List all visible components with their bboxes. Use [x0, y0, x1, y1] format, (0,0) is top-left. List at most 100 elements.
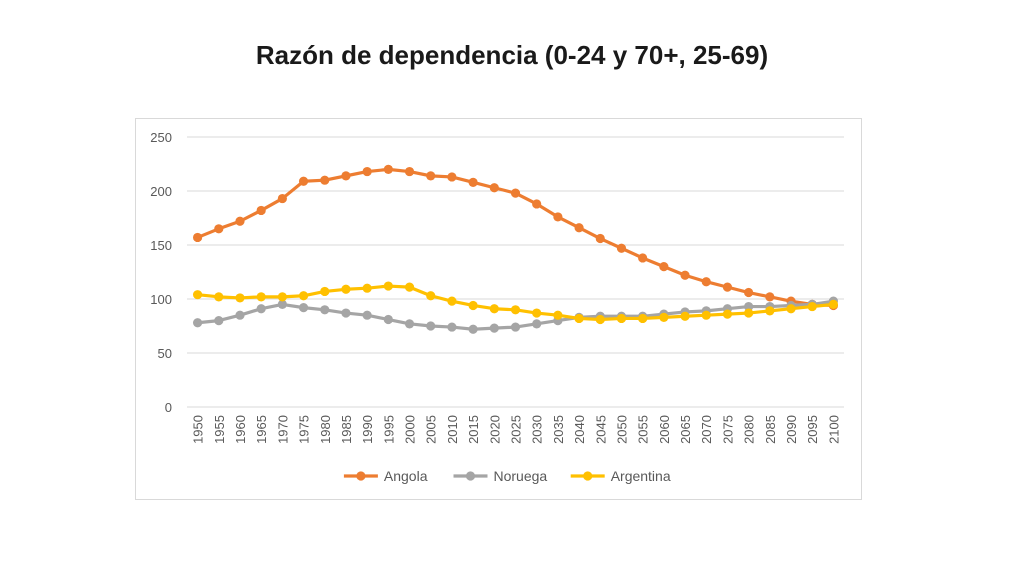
- data-point: [616, 313, 627, 324]
- data-point: [298, 176, 309, 186]
- x-tick-label: 2040: [572, 415, 587, 444]
- legend-item-argentina: Argentina: [570, 468, 671, 484]
- data-point: [489, 304, 499, 314]
- data-point: [701, 277, 711, 287]
- data-point: [277, 292, 287, 302]
- data-point: [510, 305, 521, 315]
- data-point: [659, 312, 669, 322]
- data-point: [532, 308, 542, 318]
- data-point: [510, 188, 521, 198]
- data-point: [192, 290, 203, 300]
- data-point: [404, 319, 415, 329]
- data-point: [638, 253, 648, 263]
- data-point: [722, 309, 733, 319]
- data-point: [362, 283, 372, 293]
- data-point: [553, 212, 563, 222]
- data-point: [574, 313, 584, 324]
- x-tick-label: 2005: [424, 415, 439, 444]
- x-tick-label: 2065: [678, 415, 693, 444]
- data-point: [341, 308, 351, 318]
- x-tick-label: 1950: [191, 415, 206, 444]
- x-tick-label: 2010: [445, 415, 460, 444]
- legend-label: Argentina: [611, 468, 671, 484]
- x-tick-label: 2060: [657, 415, 672, 444]
- series-lines: [192, 164, 839, 334]
- x-tick-label: 1955: [212, 415, 227, 444]
- legend-swatch-marker: [583, 471, 593, 481]
- x-tick-label: 1995: [381, 415, 396, 444]
- x-tick-label: 2055: [636, 415, 651, 444]
- legend-item-noruega: Noruega: [453, 468, 547, 484]
- y-tick-label: 50: [158, 346, 172, 361]
- x-tick-label: 1975: [297, 415, 312, 444]
- x-tick-label: 1990: [360, 415, 375, 444]
- data-point: [277, 193, 287, 204]
- legend-swatch-marker: [465, 471, 476, 481]
- x-tick-label: 1970: [275, 415, 290, 444]
- data-point: [320, 175, 330, 185]
- data-point: [235, 293, 245, 303]
- data-point: [320, 305, 330, 315]
- data-point: [744, 308, 754, 318]
- data-point: [404, 166, 415, 177]
- data-point: [489, 183, 499, 193]
- x-tick-label: 2015: [466, 415, 481, 444]
- legend-item-angola: Angola: [343, 468, 428, 484]
- y-axis-ticks: 0 50 100 150 200 250: [150, 130, 172, 415]
- data-point: [192, 318, 203, 328]
- data-point: [765, 306, 775, 316]
- gridlines: [187, 136, 844, 408]
- data-point: [468, 177, 478, 187]
- data-point: [214, 224, 224, 234]
- data-point: [616, 243, 627, 253]
- data-point: [786, 304, 796, 314]
- y-tick-label: 150: [150, 238, 172, 253]
- data-point: [256, 205, 266, 216]
- y-tick-label: 200: [150, 184, 172, 199]
- data-point: [722, 282, 733, 292]
- data-point: [362, 310, 372, 320]
- data-point: [426, 291, 436, 301]
- x-tick-label: 2020: [487, 415, 502, 444]
- x-tick-label: 2025: [509, 415, 524, 444]
- data-point: [256, 304, 266, 314]
- series-noruega: [192, 296, 839, 334]
- data-point: [595, 314, 605, 325]
- y-tick-label: 100: [150, 292, 172, 307]
- y-tick-label: 0: [165, 400, 172, 415]
- x-tick-label: 2085: [763, 415, 778, 444]
- data-point: [235, 216, 245, 226]
- data-point: [553, 310, 563, 320]
- x-tick-label: 1965: [254, 415, 269, 444]
- data-point: [680, 270, 690, 280]
- x-tick-label: 2000: [403, 415, 418, 444]
- data-point: [489, 323, 499, 333]
- data-point: [638, 313, 648, 324]
- data-point: [659, 262, 669, 272]
- data-point: [256, 292, 266, 302]
- data-point: [341, 171, 351, 181]
- data-point: [765, 292, 775, 302]
- series-angola: [192, 164, 839, 311]
- x-tick-label: 2050: [614, 415, 629, 444]
- data-point: [426, 321, 436, 331]
- legend-swatch-marker: [356, 471, 366, 481]
- x-tick-label: 2100: [826, 415, 841, 444]
- series-argentina: [192, 281, 839, 325]
- y-tick-label: 250: [150, 130, 172, 145]
- data-point: [320, 286, 330, 297]
- data-point: [828, 299, 839, 309]
- x-tick-label: 2095: [805, 415, 820, 444]
- data-point: [235, 310, 245, 320]
- x-tick-label: 2075: [720, 415, 735, 444]
- data-point: [595, 233, 605, 244]
- x-tick-label: 1960: [233, 415, 248, 444]
- x-tick-label: 2080: [742, 415, 757, 444]
- data-point: [298, 291, 309, 301]
- data-point: [468, 324, 478, 334]
- data-point: [532, 199, 542, 209]
- data-point: [214, 292, 224, 302]
- data-point: [447, 172, 457, 182]
- legend-label: Angola: [384, 468, 428, 484]
